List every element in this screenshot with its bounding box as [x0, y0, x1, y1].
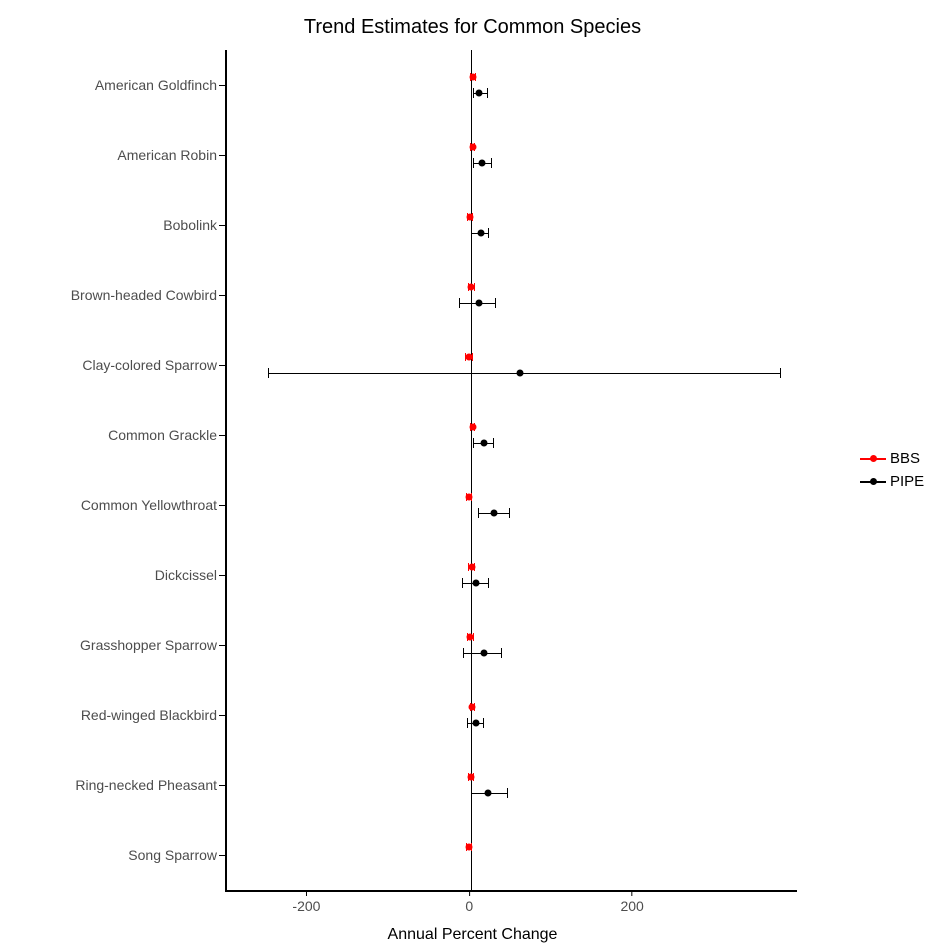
chart-title: Trend Estimates for Common Species	[0, 16, 945, 39]
data-point	[466, 214, 473, 221]
data-point	[465, 494, 472, 501]
y-tick: Song Sparrow	[128, 847, 225, 863]
y-tick-mark	[219, 435, 225, 436]
data-point	[491, 510, 498, 517]
y-tick: American Goldfinch	[95, 77, 225, 93]
data-point	[473, 720, 480, 727]
species-label: Grasshopper Sparrow	[80, 637, 219, 653]
x-tick-mark	[632, 890, 633, 896]
y-tick-mark	[219, 855, 225, 856]
data-point	[469, 704, 476, 711]
data-point	[473, 580, 480, 587]
y-tick-mark	[219, 295, 225, 296]
species-label: Ring-necked Pheasant	[75, 777, 219, 793]
y-tick-mark	[219, 155, 225, 156]
data-point	[478, 160, 485, 167]
y-tick: Dickcissel	[155, 567, 225, 583]
x-tick: 0	[465, 890, 473, 914]
y-tick-mark	[219, 505, 225, 506]
data-point	[517, 370, 524, 377]
x-tick-mark	[306, 890, 307, 896]
legend-label: BBS	[890, 450, 920, 467]
data-point	[476, 300, 483, 307]
data-point	[480, 650, 487, 657]
legend-item: BBS	[860, 450, 924, 467]
data-point	[478, 230, 485, 237]
y-tick: Red-winged Blackbird	[81, 707, 225, 723]
legend-symbol	[860, 454, 886, 464]
x-tick-label: 200	[620, 898, 643, 914]
y-tick-mark	[219, 225, 225, 226]
data-point	[480, 440, 487, 447]
data-point	[469, 424, 476, 431]
data-point	[484, 790, 491, 797]
species-label: American Goldfinch	[95, 77, 219, 93]
legend-label: PIPE	[890, 473, 924, 490]
data-point	[469, 564, 476, 571]
y-tick: Ring-necked Pheasant	[75, 777, 225, 793]
data-point	[467, 634, 474, 641]
y-tick-mark	[219, 85, 225, 86]
species-label: Bobolink	[163, 217, 219, 233]
reference-line	[471, 50, 472, 890]
legend: BBS PIPE	[860, 450, 924, 496]
species-label: Common Grackle	[108, 427, 219, 443]
x-tick-mark	[469, 890, 470, 896]
species-label: Common Yellowthroat	[81, 497, 219, 513]
data-point	[469, 74, 476, 81]
species-label: Red-winged Blackbird	[81, 707, 219, 723]
y-tick-mark	[219, 785, 225, 786]
x-tick-label: -200	[292, 898, 320, 914]
plot-area	[225, 50, 797, 892]
data-point	[468, 284, 475, 291]
y-tick-mark	[219, 365, 225, 366]
x-tick: 200	[620, 890, 643, 914]
x-tick-label: 0	[465, 898, 473, 914]
chart-container: Trend Estimates for Common Species Annua…	[0, 0, 945, 950]
data-point	[469, 144, 476, 151]
species-label: Clay-colored Sparrow	[82, 357, 219, 373]
y-tick: Bobolink	[163, 217, 225, 233]
data-point	[465, 844, 472, 851]
data-point	[476, 90, 483, 97]
legend-symbol	[860, 477, 886, 487]
y-tick: Common Grackle	[108, 427, 225, 443]
data-point	[468, 774, 475, 781]
y-tick: Brown-headed Cowbird	[71, 287, 225, 303]
y-tick: Grasshopper Sparrow	[80, 637, 225, 653]
y-tick-mark	[219, 645, 225, 646]
x-axis-label: Annual Percent Change	[0, 926, 945, 944]
y-tick: Clay-colored Sparrow	[82, 357, 225, 373]
x-tick: -200	[292, 890, 320, 914]
data-point	[465, 354, 472, 361]
y-tick-mark	[219, 575, 225, 576]
species-label: Song Sparrow	[128, 847, 219, 863]
legend-item: PIPE	[860, 473, 924, 490]
y-tick: American Robin	[117, 147, 225, 163]
species-label: American Robin	[117, 147, 219, 163]
y-tick-mark	[219, 715, 225, 716]
species-label: Dickcissel	[155, 567, 219, 583]
species-label: Brown-headed Cowbird	[71, 287, 219, 303]
y-tick: Common Yellowthroat	[81, 497, 225, 513]
